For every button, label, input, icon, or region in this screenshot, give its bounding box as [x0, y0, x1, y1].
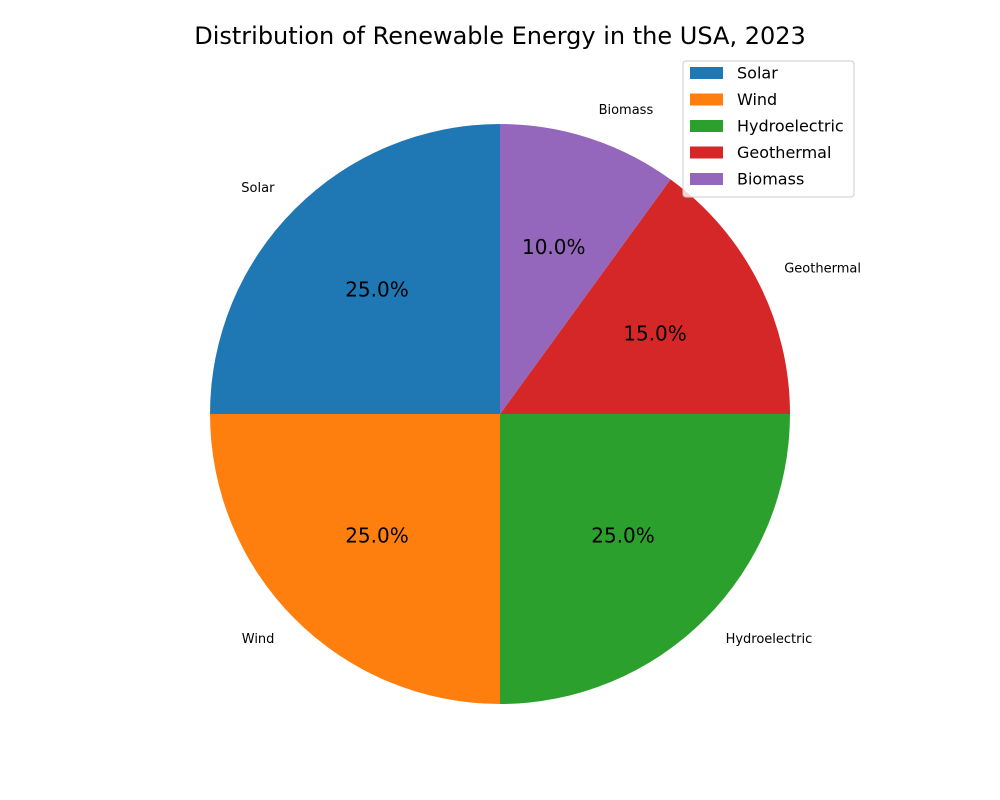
slice-percent-biomass: 10.0% [522, 235, 586, 259]
slice-label-wind: Wind [242, 632, 275, 647]
pie-slice-biomass [500, 124, 671, 414]
legend-frame [682, 60, 855, 198]
slice-percent-labels: 25.0% 25.0% 25.0% 15.0% 10.0% [345, 235, 687, 548]
legend-swatch-biomass [690, 173, 723, 185]
slice-label-biomass: Biomass [599, 103, 654, 118]
pie-slice-hydroelectric [500, 414, 790, 704]
slice-category-labels: Solar Wind Hydroelectric Geothermal Biomass [241, 103, 861, 647]
legend-swatch-wind [690, 93, 723, 106]
legend-label-solar: Solar [737, 64, 778, 83]
slice-percent-wind: 25.0% [345, 524, 409, 548]
legend: Solar Wind Hydroelectric Geothermal Biomass [682, 60, 855, 198]
legend-swatch-solar [690, 67, 723, 79]
slice-percent-geothermal: 15.0% [623, 322, 687, 346]
legend-label-wind: Wind [737, 90, 777, 109]
pie-slice-geothermal [500, 179, 790, 414]
legend-label-geothermal: Geothermal [737, 143, 831, 162]
legend-label-biomass: Biomass [737, 170, 804, 189]
legend-label-hydroelectric: Hydroelectric [737, 117, 844, 136]
slice-label-geothermal: Geothermal [784, 262, 861, 277]
slice-percent-hydroelectric: 25.0% [591, 524, 655, 548]
slice-percent-solar: 25.0% [345, 277, 409, 301]
chart-title: Distribution of Renewable Energy in the … [194, 22, 806, 50]
legend-swatch-hydroelectric [690, 120, 723, 132]
pie-slices [210, 124, 790, 704]
legend-items: Solar Wind Hydroelectric Geothermal Biomass [690, 64, 844, 189]
slice-label-hydroelectric: Hydroelectric [726, 632, 813, 647]
legend-swatch-geothermal [690, 146, 723, 159]
pie-slice-wind [210, 414, 500, 704]
slice-label-solar: Solar [241, 181, 275, 196]
pie-slice-solar [210, 124, 500, 414]
